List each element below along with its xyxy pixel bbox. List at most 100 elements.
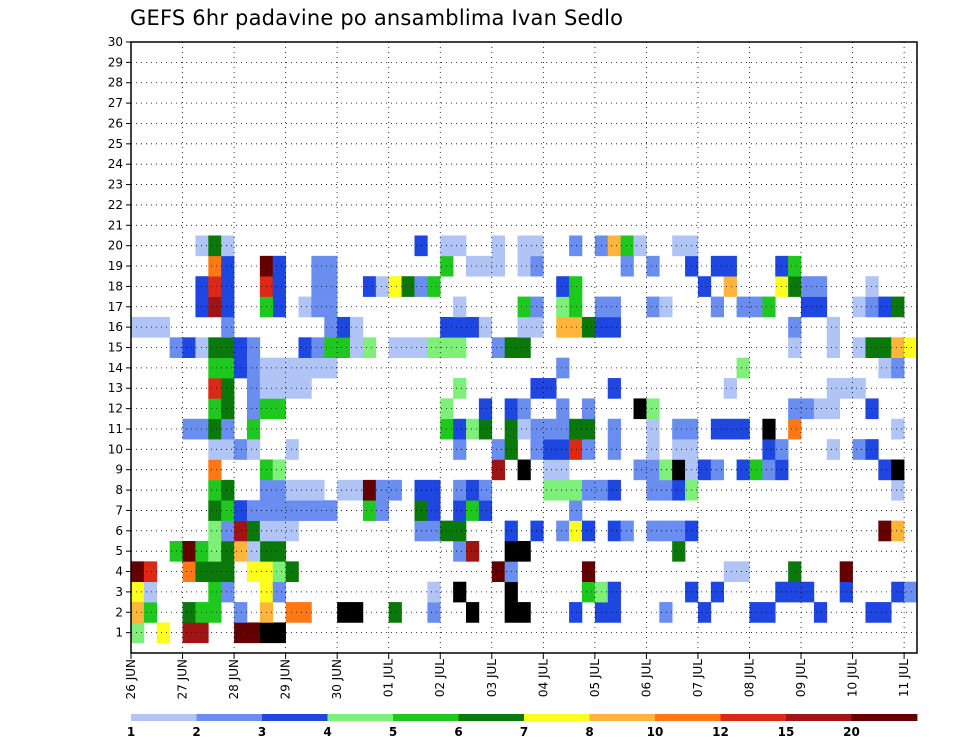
heatmap-cell xyxy=(272,540,286,562)
heatmap-cell xyxy=(646,520,660,542)
heatmap-cell xyxy=(362,479,377,501)
heatmap-cells xyxy=(131,235,918,644)
heatmap-cell xyxy=(517,235,531,257)
heatmap-cell xyxy=(710,296,725,318)
heatmap-cell xyxy=(530,316,544,338)
heatmap-cell xyxy=(607,520,621,542)
heatmap-cell xyxy=(427,479,441,501)
heatmap-cell xyxy=(246,439,261,460)
heatmap-cell xyxy=(672,418,686,440)
y-tick-label: 27 xyxy=(108,96,123,110)
heatmap-cell xyxy=(208,479,222,501)
heatmap-cell xyxy=(581,479,596,501)
heatmap-cell xyxy=(607,378,621,399)
heatmap-cell xyxy=(878,357,892,379)
heatmap-cell xyxy=(131,581,145,603)
heatmap-cell xyxy=(530,520,544,542)
y-tick-label: 6 xyxy=(115,524,123,538)
heatmap-cell xyxy=(272,357,286,379)
heatmap-cell xyxy=(453,500,467,521)
y-tick-label: 2 xyxy=(115,605,123,619)
heatmap-cell xyxy=(530,439,544,460)
heatmap-cell xyxy=(891,357,905,379)
y-tick-label: 30 xyxy=(108,35,123,49)
heatmap-cell xyxy=(246,398,261,420)
heatmap-cell xyxy=(362,337,377,358)
heatmap-cell xyxy=(221,235,235,257)
colorbar-label: 7 xyxy=(520,725,528,739)
heatmap-cell xyxy=(672,235,686,257)
y-tick-label: 18 xyxy=(108,279,123,293)
heatmap-cell xyxy=(478,316,493,338)
heatmap-cell xyxy=(607,296,621,318)
y-tick-label: 19 xyxy=(108,259,123,273)
colorbar-swatch xyxy=(524,714,590,721)
heatmap-cell xyxy=(581,439,596,460)
heatmap-cell xyxy=(272,276,286,297)
x-tick-label: 28 JUN xyxy=(227,659,241,699)
heatmap-cell xyxy=(826,316,840,338)
heatmap-cell xyxy=(375,500,390,521)
colorbar-swatch xyxy=(131,714,197,721)
heatmap-cell xyxy=(195,276,209,297)
heatmap-cell xyxy=(723,255,737,277)
heatmap-cell xyxy=(221,439,235,460)
heatmap-cell xyxy=(891,581,905,603)
heatmap-cell xyxy=(221,255,235,277)
x-tick-label: 04 JUL xyxy=(536,659,550,697)
heatmap-cell xyxy=(337,479,351,501)
heatmap-cell xyxy=(195,337,209,358)
heatmap-cell xyxy=(646,479,660,501)
heatmap-cell xyxy=(569,500,583,521)
heatmap-cell xyxy=(195,561,209,583)
heatmap-cell xyxy=(556,418,570,440)
heatmap-cell xyxy=(466,500,480,521)
y-tick-label: 15 xyxy=(108,341,123,355)
heatmap-cell xyxy=(143,602,158,623)
colorbar-swatch xyxy=(589,714,656,721)
heatmap-cell xyxy=(131,602,145,623)
heatmap-cell xyxy=(221,296,235,318)
heatmap-cell xyxy=(311,337,325,358)
heatmap-cell xyxy=(762,418,776,440)
heatmap-cell xyxy=(311,357,325,379)
heatmap-cell xyxy=(517,255,531,277)
heatmap-cell xyxy=(891,479,905,501)
heatmap-cell xyxy=(337,337,351,358)
heatmap-cell xyxy=(672,540,686,562)
heatmap-cell xyxy=(607,479,621,501)
heatmap-cell xyxy=(208,235,222,257)
y-tick-label: 17 xyxy=(108,300,123,314)
heatmap-cell xyxy=(208,459,222,481)
heatmap-cell xyxy=(491,439,505,460)
heatmap-cell xyxy=(646,398,660,420)
heatmap-cell xyxy=(453,581,467,603)
heatmap-cell xyxy=(246,418,261,440)
heatmap-cell xyxy=(736,357,750,379)
heatmap-cell xyxy=(543,479,557,501)
heatmap-cell xyxy=(710,581,725,603)
heatmap-cell xyxy=(208,581,222,603)
heatmap-cell xyxy=(646,439,660,460)
heatmap-cell xyxy=(556,439,570,460)
heatmap-cell xyxy=(195,622,209,644)
x-tick-label: 11 JUL xyxy=(897,659,911,697)
heatmap-cell xyxy=(427,581,441,603)
heatmap-cell xyxy=(298,357,312,379)
heatmap-cell xyxy=(234,622,248,644)
heatmap-cell xyxy=(569,316,583,338)
colorbar-label: 5 xyxy=(389,725,397,739)
heatmap-cell xyxy=(736,459,750,481)
heatmap-cell xyxy=(143,561,158,583)
heatmap-cell xyxy=(569,602,583,623)
heatmap-cell xyxy=(891,296,905,318)
heatmap-cell xyxy=(672,439,686,460)
heatmap-cell xyxy=(517,540,531,562)
heatmap-cell xyxy=(801,398,815,420)
heatmap-cell xyxy=(324,255,338,277)
heatmap-cell xyxy=(453,296,467,318)
heatmap-cell xyxy=(298,500,312,521)
x-tick-label: 05 JUL xyxy=(588,659,602,697)
heatmap-cell xyxy=(788,418,802,440)
x-tick-label: 10 JUL xyxy=(846,659,860,697)
